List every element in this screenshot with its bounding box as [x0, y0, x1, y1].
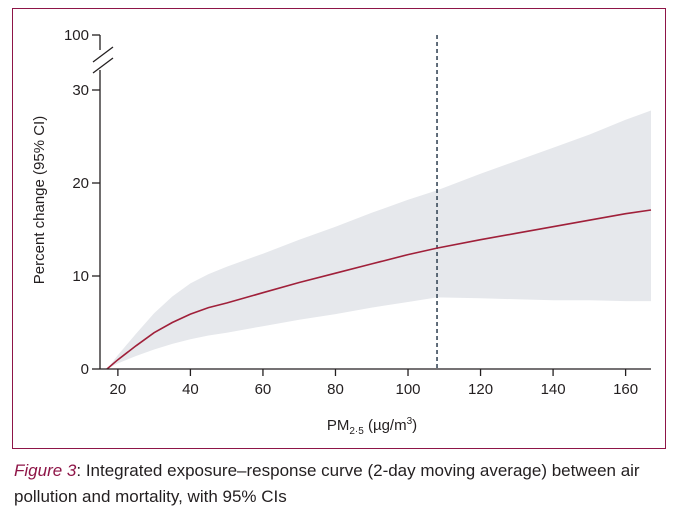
y-tick-label-0: 0: [81, 361, 89, 378]
x-axis-label-unit: (µg/m: [364, 417, 407, 434]
x-tick-label-160: 160: [613, 381, 638, 398]
figure-label: Figure 3: [14, 461, 77, 480]
y-tick-label-20: 20: [72, 175, 89, 192]
caption-text: Integrated exposure–response curve (2-da…: [14, 461, 640, 506]
caption-separator: :: [76, 461, 86, 480]
y-axis-break-mark-2: [92, 57, 114, 74]
x-axis-label-unit-sup: 3: [407, 416, 413, 427]
x-axis-label-unit-close: ): [412, 417, 417, 434]
x-tick-label-20: 20: [110, 381, 127, 398]
x-tick-label-80: 80: [327, 381, 344, 398]
figure-caption: Figure 3: Integrated exposure–response c…: [14, 458, 674, 510]
x-tick-label-60: 60: [255, 381, 272, 398]
x-tick-label-140: 140: [541, 381, 566, 398]
x-axis-label: PM2·5 (µg/m3): [327, 416, 417, 437]
y-axis-label: Percent change (95% CI): [31, 116, 48, 284]
response-curve-0: [106, 209, 652, 370]
x-axis-label-main: PM: [327, 417, 350, 434]
y-tick-label-break: 100: [64, 27, 89, 44]
x-axis-label-sub: 2·5: [349, 426, 364, 437]
exposure-response-chart: 20 40 60 80 100 120 140 160 0 10 20 30 100 Percent c…: [31, 27, 652, 437]
y-tick-label-30: 30: [72, 82, 89, 99]
y-tick-label-10: 10: [72, 268, 89, 285]
figure-frame: [12, 8, 666, 449]
y-axis-break-mark-1: [92, 46, 114, 63]
ci-band: [107, 110, 651, 369]
x-tick-label-100: 100: [395, 381, 420, 398]
x-tick-label-40: 40: [182, 381, 199, 398]
x-tick-label-120: 120: [468, 381, 493, 398]
